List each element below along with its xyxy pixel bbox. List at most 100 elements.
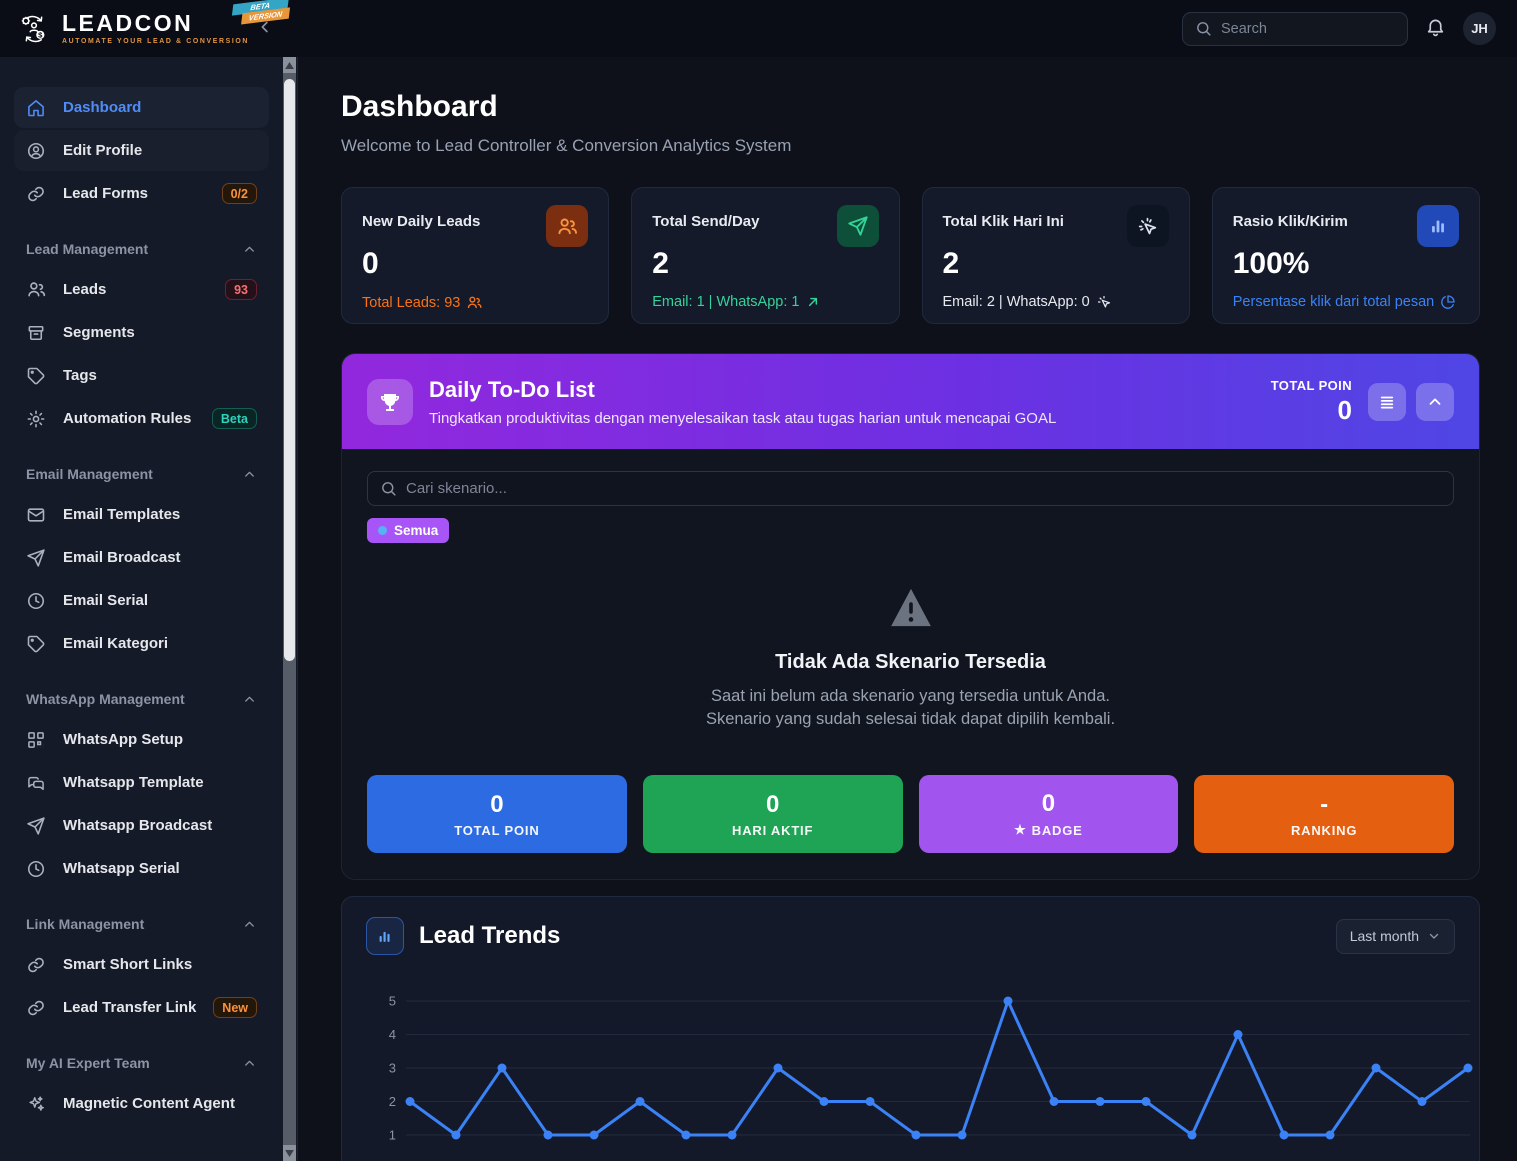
brand-name: LEADCON <box>62 9 194 36</box>
clock-icon <box>26 858 48 880</box>
stat-card-title: Total Send/Day <box>652 213 760 230</box>
section-header[interactable]: Lead Management <box>14 241 269 257</box>
tile-total-poin: 0 TOTAL POIN <box>367 775 627 853</box>
link-icon <box>26 997 48 1019</box>
scrollbar-down-arrow[interactable] <box>283 1145 296 1161</box>
sidebar-item-email-broadcast[interactable]: Email Broadcast <box>14 537 269 578</box>
sidebar-item-label: Edit Profile <box>63 142 143 159</box>
sidebar-item-label: Segments <box>63 324 135 341</box>
sidebar-item-whatsapp-broadcast[interactable]: Whatsapp Broadcast <box>14 805 269 846</box>
sidebar-item-label: WhatsApp Setup <box>63 731 183 748</box>
sidebar-item-label: Email Templates <box>63 506 181 523</box>
stat-card-value: 2 <box>942 247 960 280</box>
clock-icon <box>26 590 48 612</box>
pie-chart-icon <box>1441 295 1455 309</box>
sidebar-item-whatsapp-setup[interactable]: WhatsApp Setup <box>14 719 269 760</box>
sidebar-item-segments[interactable]: Segments <box>14 312 269 353</box>
bar-chart-icon <box>1417 205 1459 247</box>
archive-icon <box>26 322 48 344</box>
sidebar-item-label: Email Kategori <box>63 635 169 652</box>
daily-todo-body: Semua Tidak Ada Skenario Tersedia Saat i… <box>342 449 1479 879</box>
brand-logo[interactable]: $ LEADCON AUTOMATE YOUR LEAD & CONVERSIO… <box>0 0 298 47</box>
sidebar-item-lead-forms[interactable]: Lead Forms 0/2 <box>14 173 269 214</box>
sidebar: Dashboard Edit Profile Lead Forms 0/2 Le… <box>0 57 298 1161</box>
topbar: $ LEADCON AUTOMATE YOUR LEAD & CONVERSIO… <box>0 0 1517 57</box>
sidebar-item-label: Whatsapp Serial <box>63 860 180 877</box>
arrow-up-right-icon <box>809 297 818 307</box>
sidebar-item-leads[interactable]: Leads 93 <box>14 269 269 310</box>
stat-card-total-send-day: Total Send/Day 2 Email: 1 | WhatsApp: 1 <box>631 187 900 324</box>
sidebar-item-lead-transfer-link[interactable]: Lead Transfer Link New <box>14 987 269 1028</box>
leads-count-badge: 93 <box>225 279 257 300</box>
stat-card-title: New Daily Leads <box>362 213 481 230</box>
sidebar-item-automation-rules[interactable]: Automation Rules Beta <box>14 398 269 439</box>
stat-card-value: 100% <box>1232 247 1310 280</box>
bar-chart-icon <box>366 917 404 955</box>
sidebar-item-email-templates[interactable]: Email Templates <box>14 494 269 535</box>
stat-card-subtext: Email: 2 | WhatsApp: 0 <box>943 294 1169 310</box>
scenario-search[interactable] <box>367 471 1454 506</box>
search-icon <box>382 482 396 496</box>
chevron-up-icon <box>245 246 254 252</box>
section-my-ai-expert-team: My AI Expert Team Magnetic Content Agent <box>14 1055 269 1124</box>
link-icon <box>26 954 48 976</box>
brand-tagline: AUTOMATE YOUR LEAD & CONVERSION <box>62 37 250 45</box>
stat-card-title: Rasio Klik/Kirim <box>1232 213 1348 230</box>
tag-icon <box>26 633 48 655</box>
section-header[interactable]: Link Management <box>14 916 269 932</box>
sidebar-item-label: Whatsapp Broadcast <box>63 817 213 834</box>
todo-list-button[interactable] <box>1368 382 1406 421</box>
scrollbar-up-arrow[interactable] <box>283 57 296 73</box>
sidebar-item-label: Smart Short Links <box>63 956 193 973</box>
star-icon: ★ <box>1014 822 1027 837</box>
chevron-up-icon <box>245 921 254 927</box>
stat-cards-row: New Daily Leads 0 Total Leads: 93 Total … <box>341 187 1480 324</box>
sidebar-item-email-serial[interactable]: Email Serial <box>14 580 269 621</box>
section-header[interactable]: My AI Expert Team <box>14 1055 269 1071</box>
gamification-tiles: 0 TOTAL POIN 0 HARI AKTIF 0 ★ BADGE - RAN… <box>367 775 1454 853</box>
qr-code-icon <box>26 729 48 751</box>
sidebar-item-magnetic-content-agent[interactable]: Magnetic Content Agent <box>14 1083 269 1124</box>
user-avatar[interactable]: JH <box>1463 12 1496 45</box>
beta-badge: Beta <box>211 408 257 429</box>
chevron-up-icon <box>1429 397 1441 405</box>
section-title: Email Management <box>26 466 153 482</box>
stat-card-value: 2 <box>652 247 669 280</box>
sidebar-scrollbar-thumb[interactable] <box>284 79 295 661</box>
scenario-search-input[interactable] <box>406 480 1414 497</box>
sidebar-item-whatsapp-template[interactable]: Whatsapp Template <box>14 762 269 803</box>
svg-text:5: 5 <box>389 994 396 1009</box>
tile-hari-aktif: 0 HARI AKTIF <box>642 775 903 853</box>
lead-trends-title: Lead Trends <box>419 922 561 949</box>
svg-text:2: 2 <box>389 1094 396 1109</box>
sidebar-item-dashboard[interactable]: Dashboard <box>14 87 269 128</box>
tag-icon <box>26 365 48 387</box>
users-icon <box>26 279 48 301</box>
sidebar-item-smart-short-links[interactable]: Smart Short Links <box>14 944 269 985</box>
sidebar-item-edit-profile[interactable]: Edit Profile <box>14 130 269 171</box>
sidebar-item-tags[interactable]: Tags <box>14 355 269 396</box>
search-input[interactable] <box>1221 20 1381 37</box>
trophy-icon <box>367 378 413 425</box>
stat-card-title: Total Klik Hari Ini <box>942 213 1064 230</box>
lead-trends-chart: 5 4 3 2 1 <box>389 994 1473 1143</box>
filter-chip-semua[interactable]: Semua <box>367 518 450 543</box>
chevron-up-icon <box>245 696 254 702</box>
todo-collapse-button[interactable] <box>1416 382 1454 421</box>
section-header[interactable]: WhatsApp Management <box>14 691 269 707</box>
sidebar-item-whatsapp-serial[interactable]: Whatsapp Serial <box>14 848 269 889</box>
stat-card-rasio-klik-kirim: Rasio Klik/Kirim 100% Persentase klik da… <box>1211 187 1480 324</box>
todo-subtitle: Tingkatkan produktivitas dengan menyeles… <box>429 409 1057 427</box>
send-icon <box>26 815 48 837</box>
sidebar-collapse-icon[interactable] <box>256 18 274 41</box>
users-icon <box>546 205 589 247</box>
sidebar-item-label: Whatsapp Template <box>63 774 204 791</box>
sidebar-item-email-kategori[interactable]: Email Kategori <box>14 623 269 664</box>
sparkles-icon <box>26 1093 48 1115</box>
global-search[interactable] <box>1182 11 1408 46</box>
empty-state-description: Saat ini belum ada skenario yang tersedi… <box>705 686 1116 728</box>
range-select[interactable]: Last month <box>1335 918 1455 954</box>
sidebar-item-label: Automation Rules <box>63 410 192 427</box>
section-header[interactable]: Email Management <box>14 466 269 482</box>
notifications-bell-icon[interactable] <box>1425 16 1446 42</box>
